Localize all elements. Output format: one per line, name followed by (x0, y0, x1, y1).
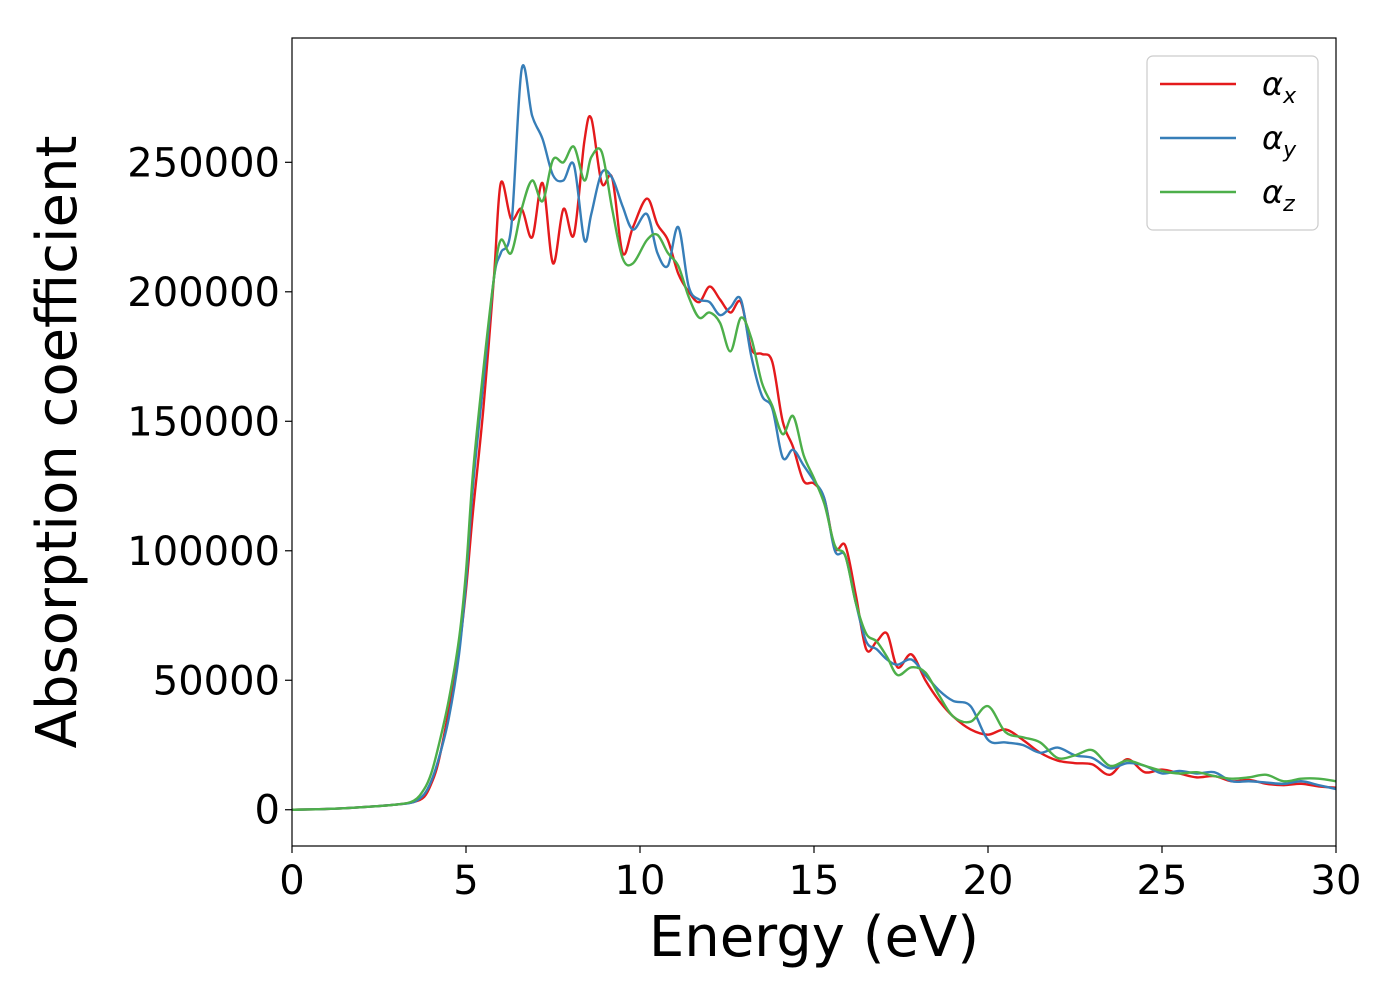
legend-label-x: αx (1262, 65, 1297, 109)
x-tick-label: 15 (789, 858, 840, 904)
y-tick-label: 150000 (127, 399, 280, 445)
y-tick-label: 200000 (127, 270, 280, 316)
y-tick-label: 50000 (153, 658, 280, 704)
x-tick-label: 25 (1137, 858, 1188, 904)
legend-label-y: αy (1262, 119, 1297, 163)
x-tick-label: 10 (615, 858, 666, 904)
series-layer (292, 64, 1336, 811)
x-axis-ticks: 0 5 10 15 20 25 30 (279, 846, 1361, 904)
x-tick-label: 5 (453, 858, 478, 904)
series-line-x (292, 115, 1336, 811)
legend-label-z: αz (1262, 173, 1295, 217)
x-axis-title: Energy (eV) (649, 905, 979, 970)
y-axis-title: Absorption coefficient (25, 136, 90, 749)
legend-box (1146, 55, 1319, 231)
legend: αx αy αz (1146, 55, 1319, 231)
y-tick-label: 100000 (127, 529, 280, 575)
y-tick-label: 0 (255, 788, 280, 834)
x-tick-label: 30 (1311, 858, 1362, 904)
y-axis-ticks: 0 50000 100000 150000 200000 250000 (127, 140, 292, 834)
x-tick-label: 0 (279, 858, 304, 904)
x-tick-label: 20 (963, 858, 1014, 904)
y-tick-label: 250000 (127, 140, 280, 186)
series-line-z (292, 145, 1336, 811)
